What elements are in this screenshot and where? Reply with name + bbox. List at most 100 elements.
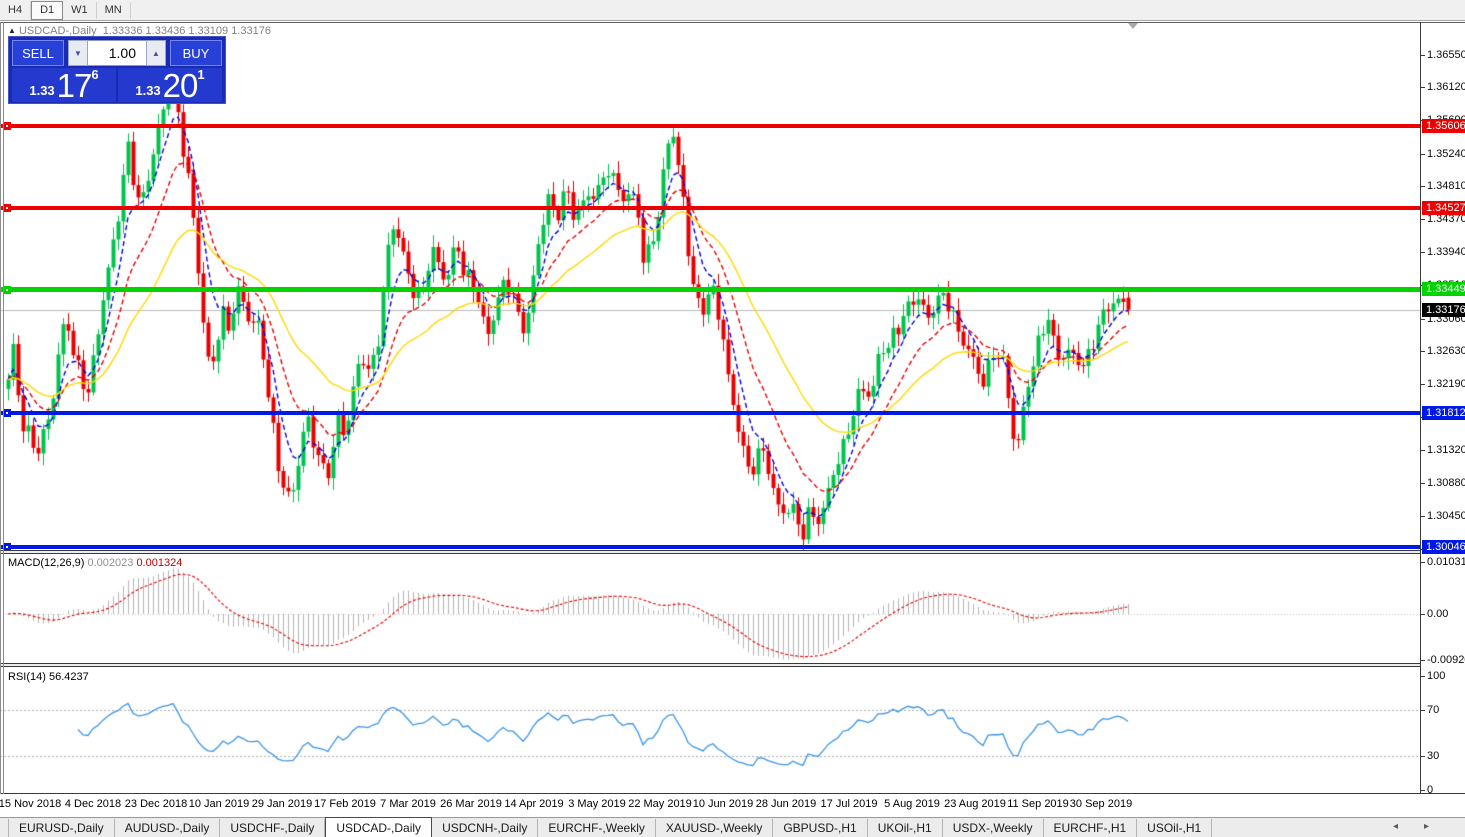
date-tick-label: 4 Dec 2018 bbox=[64, 798, 122, 810]
timeframe-button-mn[interactable]: MN bbox=[97, 2, 131, 19]
chart-tab-gbpusd-h1[interactable]: GBPUSD-,H1 bbox=[773, 819, 868, 837]
chart-tab-audusd-daily[interactable]: AUDUSD-,Daily bbox=[115, 819, 221, 837]
line-drag-handle[interactable] bbox=[3, 285, 11, 294]
price-tick-tick bbox=[1421, 351, 1425, 353]
date-tick-label: 28 Jun 2019 bbox=[755, 798, 817, 810]
date-tick-label: 15 Nov 2018 bbox=[0, 798, 62, 810]
chart-top-border bbox=[0, 22, 1465, 23]
date-tick-label: 3 May 2019 bbox=[568, 798, 626, 810]
price-tick: 1.34370 bbox=[1427, 213, 1465, 226]
chart-tab-eurchf-weekly[interactable]: EURCHF-,Weekly bbox=[538, 819, 656, 837]
window-left-border-inner bbox=[3, 22, 4, 794]
price-tick-tick bbox=[1421, 153, 1425, 155]
line-drag-handle[interactable] bbox=[3, 543, 11, 551]
rsi-tick-tick bbox=[1421, 676, 1425, 677]
splitter-main-macd[interactable] bbox=[0, 550, 1421, 554]
chart-canvas[interactable] bbox=[0, 0, 1420, 794]
price-axis[interactable]: 1.365501.361201.356901.352401.348101.343… bbox=[1421, 22, 1465, 796]
sell-button[interactable]: SELL bbox=[12, 40, 64, 66]
sell-price-big: 17 bbox=[56, 68, 93, 102]
current-price-label: 1.33176 bbox=[1422, 302, 1465, 317]
chart-tab-ukoil-h1[interactable]: UKOil-,H1 bbox=[868, 819, 943, 837]
price-tick: 1.34810 bbox=[1427, 180, 1465, 193]
price-tick: 1.31320 bbox=[1427, 444, 1465, 457]
date-axis[interactable]: 15 Nov 2018 4 Dec 2018 23 Dec 2018 10 Jan 2… bbox=[0, 794, 1465, 816]
line-drag-handle[interactable] bbox=[3, 409, 11, 417]
date-tick-label: 17 Jul 2019 bbox=[820, 798, 878, 810]
chart-tab-eurchf-h1[interactable]: EURCHF-,H1 bbox=[1044, 819, 1138, 837]
tab-scroll-arrows[interactable]: ◂▸ bbox=[1392, 821, 1455, 832]
price-tick-tick bbox=[1421, 384, 1425, 386]
chart-symbol: USDCAD-,Daily bbox=[18, 25, 97, 37]
volume-decrease-button[interactable]: ▼ bbox=[68, 40, 88, 66]
price-tick: 1.30880 bbox=[1427, 477, 1465, 490]
price-tick: 1.33940 bbox=[1427, 246, 1465, 259]
hline-price-label: 1.33449 bbox=[1422, 282, 1465, 297]
price-tick-tick bbox=[1421, 318, 1425, 320]
date-tick-label: 17 Feb 2019 bbox=[314, 798, 376, 810]
buy-price-small: 1.33 bbox=[135, 83, 161, 98]
splitter-macd-rsi[interactable] bbox=[0, 663, 1421, 667]
line-drag-handle[interactable] bbox=[3, 122, 11, 130]
date-tick-label: 23 Dec 2018 bbox=[124, 798, 188, 810]
macd-tick: 0.010311 bbox=[1427, 556, 1465, 568]
price-tick-tick bbox=[1421, 483, 1425, 485]
macd-tick-tick bbox=[1421, 614, 1425, 615]
chart-tab-usdchf-daily[interactable]: USDCHF-,Daily bbox=[220, 819, 326, 837]
timeframe-button-w1[interactable]: W1 bbox=[63, 2, 97, 19]
sell-price-small: 1.33 bbox=[29, 83, 55, 98]
timeframe-button-h4[interactable]: H4 bbox=[0, 2, 32, 19]
volume-increase-button[interactable]: ▲ bbox=[146, 40, 166, 66]
horizontal-level-line[interactable] bbox=[0, 409, 1420, 417]
chart-tab-usdcnh-daily[interactable]: USDCNH-,Daily bbox=[432, 819, 539, 837]
chart-tab-usoil-h1[interactable]: USOil-,H1 bbox=[1137, 819, 1213, 837]
macd-tick-tick bbox=[1421, 660, 1425, 662]
chart-tab-usdcad-daily[interactable]: USDCAD-,Daily bbox=[325, 817, 433, 837]
price-tick-tick bbox=[1421, 515, 1425, 517]
price-tick-tick bbox=[1421, 252, 1425, 254]
timeframe-toolbar: H4 D1 W1 MN bbox=[0, 0, 1465, 21]
buy-button[interactable]: BUY bbox=[170, 40, 222, 66]
chart-tab-eurusd-daily[interactable]: EURUSD-,Daily bbox=[8, 819, 115, 837]
rsi-tick: 70 bbox=[1427, 704, 1440, 717]
horizontal-level-line[interactable] bbox=[0, 543, 1420, 551]
chart-tab-bar: EURUSD-,Daily AUDUSD-,Daily USDCHF-,Daily U… bbox=[0, 817, 1465, 837]
chart-title: ▲ USDCAD-,Daily 1.33336 1.33436 1.33109 … bbox=[8, 25, 271, 37]
rsi-tick: 0 bbox=[1427, 784, 1434, 796]
chart-tab-xauusd-weekly[interactable]: XAUUSD-,Weekly bbox=[656, 819, 774, 837]
rsi-label: RSI(14) 56.4237 bbox=[8, 671, 89, 683]
horizontal-level-line[interactable] bbox=[0, 285, 1420, 294]
date-tick-label: 14 Apr 2019 bbox=[504, 798, 564, 810]
date-tick-label: 10 Jan 2019 bbox=[188, 798, 250, 810]
price-tick-tick bbox=[1421, 450, 1425, 452]
date-tick-label: 5 Aug 2019 bbox=[884, 798, 940, 810]
price-tick: 1.30450 bbox=[1427, 509, 1465, 522]
hline-price-label: 1.30046 bbox=[1422, 539, 1465, 554]
rsi-tick: 30 bbox=[1427, 749, 1440, 762]
horizontal-level-line[interactable] bbox=[0, 204, 1420, 212]
macd-tick: -0.009203 bbox=[1427, 654, 1465, 667]
buy-price-sup: 1 bbox=[197, 68, 205, 82]
sell-price-sup: 6 bbox=[91, 68, 99, 82]
sell-price-display[interactable]: 1.33 17 6 bbox=[12, 68, 116, 102]
price-tick-tick bbox=[1421, 54, 1425, 56]
volume-input[interactable] bbox=[88, 40, 146, 66]
date-tick-label: 29 Jan 2019 bbox=[251, 798, 313, 810]
rsi-tick: 100 bbox=[1427, 670, 1446, 682]
price-tick: 1.32630 bbox=[1427, 345, 1465, 358]
rsi-tick-tick bbox=[1421, 710, 1425, 712]
rsi-tick-tick bbox=[1421, 790, 1425, 791]
buy-price-display[interactable]: 1.33 20 1 bbox=[118, 68, 222, 102]
horizontal-level-line[interactable] bbox=[0, 122, 1420, 130]
chart-ohlc-values: 1.33336 1.33436 1.33109 1.33176 bbox=[102, 25, 271, 37]
chart-tab-usdx-weekly[interactable]: USDX-,Weekly bbox=[943, 819, 1044, 837]
last-bar-marker-icon bbox=[1128, 23, 1138, 29]
line-drag-handle[interactable] bbox=[3, 204, 11, 212]
hline-price-label: 1.34527 bbox=[1422, 200, 1465, 215]
rsi-bottom-border bbox=[0, 793, 1465, 794]
date-tick-label: 26 Mar 2019 bbox=[440, 798, 502, 810]
date-tick-label: 10 Jun 2019 bbox=[692, 798, 754, 810]
price-tick: 1.32190 bbox=[1427, 378, 1465, 391]
hline-price-label: 1.31812 bbox=[1422, 405, 1465, 420]
timeframe-button-d1[interactable]: D1 bbox=[31, 1, 64, 20]
